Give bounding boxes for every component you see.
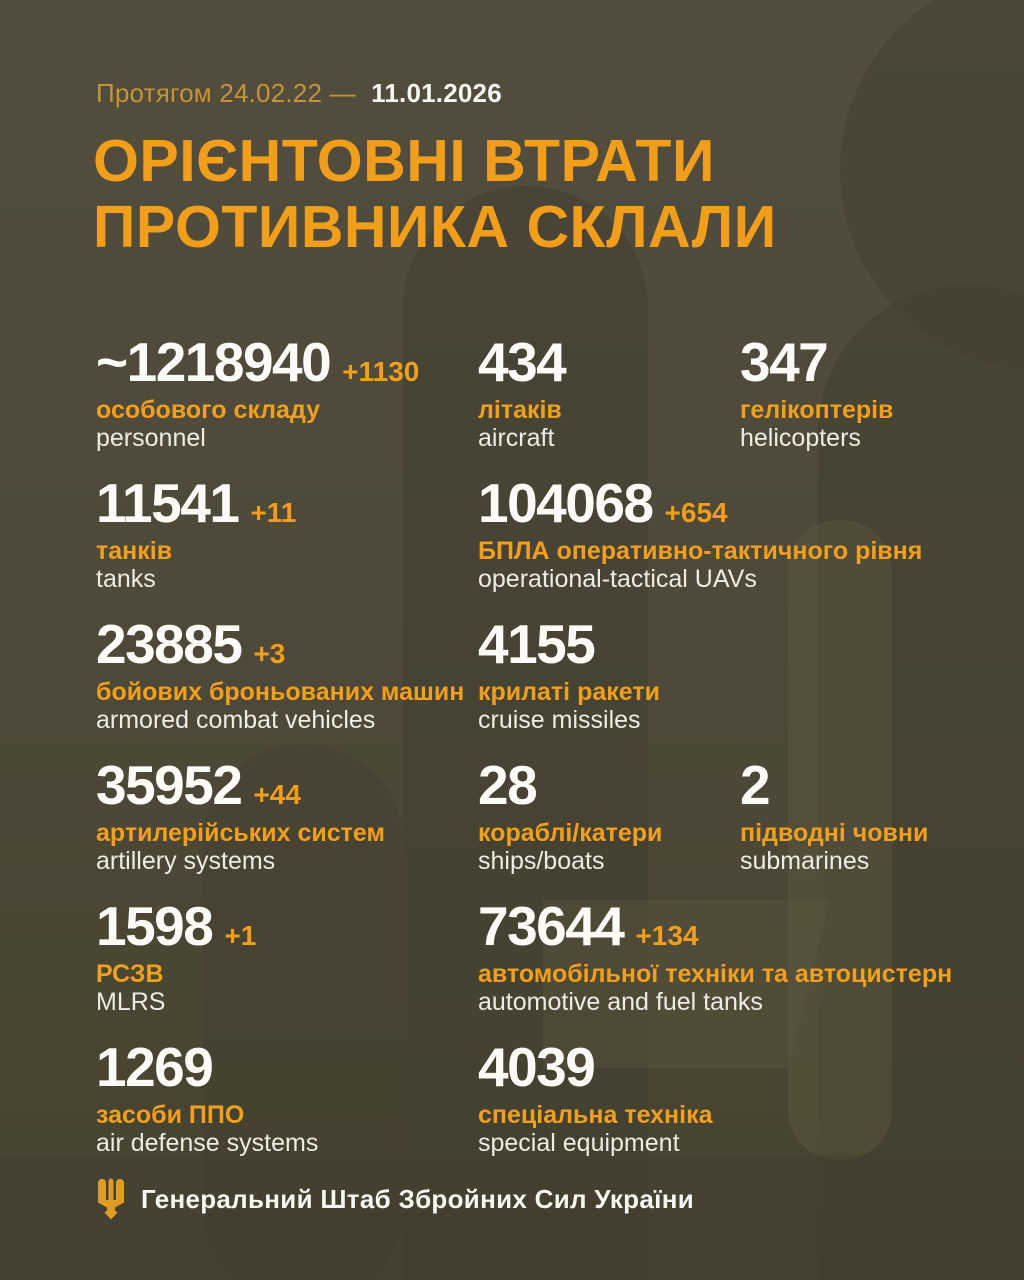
stat-label-en: automotive and fuel tanks xyxy=(478,988,763,1016)
stat-delta: +11 xyxy=(250,497,297,528)
stat-value: 4155 xyxy=(478,613,596,675)
page-title-line2: ПРОТИВНИКА СКЛАЛИ xyxy=(93,194,777,260)
stat-label-uk: кораблі/катери xyxy=(478,819,663,847)
stat-label-uk: автомобільної техніки та автоцистерн xyxy=(478,960,953,988)
stat-label-uk: літаків xyxy=(478,396,562,424)
stat-label-uk: особового складу xyxy=(96,396,321,424)
stat-label-en: air defense systems xyxy=(96,1129,319,1157)
stat-label-uk: РСЗВ xyxy=(96,960,164,988)
stat-tanks: 11541 +11 танків tanks xyxy=(96,475,478,616)
stat-label-uk: гелікоптерів xyxy=(740,396,894,424)
stat-ships: 28 кораблі/катери ships/boats xyxy=(478,757,740,898)
stat-submarines: 2 підводні човни submarines xyxy=(740,757,1024,898)
footer: Генеральний Штаб Збройних Сил України xyxy=(96,1178,694,1220)
page-title-line1: ОРІЄНТОВНІ ВТРАТИ xyxy=(93,128,715,194)
stat-special-equipment: 4039 спеціальна техніка special equipmen… xyxy=(478,1039,1024,1180)
stat-delta: +654 xyxy=(664,497,728,528)
stat-delta: +1130 xyxy=(342,356,420,387)
stat-label-uk: підводні човни xyxy=(740,819,929,847)
stat-value: 4039 xyxy=(478,1036,596,1098)
stat-label-uk: бойових броньованих машин xyxy=(96,678,465,706)
stat-personnel: ~1218940 +1130 особового складу personnel xyxy=(96,334,478,475)
stat-delta: +3 xyxy=(253,638,286,669)
stat-automotive: 73644 +134 автомобільної техніки та автоц… xyxy=(478,898,1024,1039)
stat-helicopters: 347 гелікоптерів helicopters xyxy=(740,334,1024,475)
stat-value: 434 xyxy=(478,331,567,393)
stat-label-uk: БПЛА оперативно-тактичного рівня xyxy=(478,537,923,565)
stat-label-uk: артилерійських систем xyxy=(96,819,385,847)
stat-value: 347 xyxy=(740,331,829,393)
stat-label-en: artillery systems xyxy=(96,847,276,875)
stat-label-uk: спеціальна техніка xyxy=(478,1101,713,1129)
stat-value: 23885 xyxy=(96,613,243,675)
losses-grid: ~1218940 +1130 особового складу personnel… xyxy=(96,334,1024,1180)
stat-value: 73644 xyxy=(478,895,625,957)
period-prefix: Протягом 24.02.22 — xyxy=(96,78,356,108)
stat-label-en: special equipment xyxy=(478,1129,680,1157)
stat-value: ~1218940 xyxy=(96,331,332,393)
stat-mlrs: 1598 +1 РСЗВ MLRS xyxy=(96,898,478,1039)
stat-value: 28 xyxy=(478,754,538,816)
stat-value: 11541 xyxy=(96,472,240,534)
stat-label-en: helicopters xyxy=(740,424,861,452)
stat-label-en: tanks xyxy=(96,565,156,593)
period-line: Протягом 24.02.22 — 11.01.2026 xyxy=(96,78,502,108)
stat-delta: +1 xyxy=(224,920,257,951)
stat-delta: +44 xyxy=(253,779,301,810)
stat-artillery: 35952 +44 артилерійських систем artillery… xyxy=(96,757,478,898)
stat-armored-combat-vehicles: 23885 +3 бойових броньованих машин armore… xyxy=(96,616,478,757)
stat-label-en: cruise missiles xyxy=(478,706,641,734)
period-date: 11.01.2026 xyxy=(371,78,502,108)
page-title: ОРІЄНТОВНІ ВТРАТИ ПРОТИВНИКА СКЛАЛИ xyxy=(93,128,777,260)
stat-label-en: submarines xyxy=(740,847,870,875)
stat-air-defense: 1269 засоби ППО air defense systems xyxy=(96,1039,478,1180)
stat-label-uk: танків xyxy=(96,537,173,565)
stat-value: 2 xyxy=(740,754,771,816)
stat-value: 104068 xyxy=(478,472,654,534)
stat-aircraft: 434 літаків aircraft xyxy=(478,334,740,475)
footer-org: Генеральний Штаб Збройних Сил України xyxy=(141,1183,694,1214)
stat-label-en: MLRS xyxy=(96,988,166,1016)
stat-label-uk: засоби ППО xyxy=(96,1101,245,1129)
stat-label-en: personnel xyxy=(96,424,206,452)
stat-label-uk: крилаті ракети xyxy=(478,678,660,706)
stat-label-en: armored combat vehicles xyxy=(96,706,376,734)
stat-label-en: aircraft xyxy=(478,424,555,452)
stat-label-en: operational-tactical UAVs xyxy=(478,565,757,593)
stat-label-en: ships/boats xyxy=(478,847,605,875)
ukraine-trident-icon xyxy=(98,1178,124,1220)
stat-value: 1598 xyxy=(96,895,214,957)
stat-value: 35952 xyxy=(96,754,243,816)
stat-cruise-missiles: 4155 крилаті ракети cruise missiles xyxy=(478,616,1024,757)
stat-delta: +134 xyxy=(635,920,699,951)
stat-value: 1269 xyxy=(96,1036,214,1098)
stat-uavs: 104068 +654 БПЛА оперативно-тактичного рі… xyxy=(478,475,1024,616)
